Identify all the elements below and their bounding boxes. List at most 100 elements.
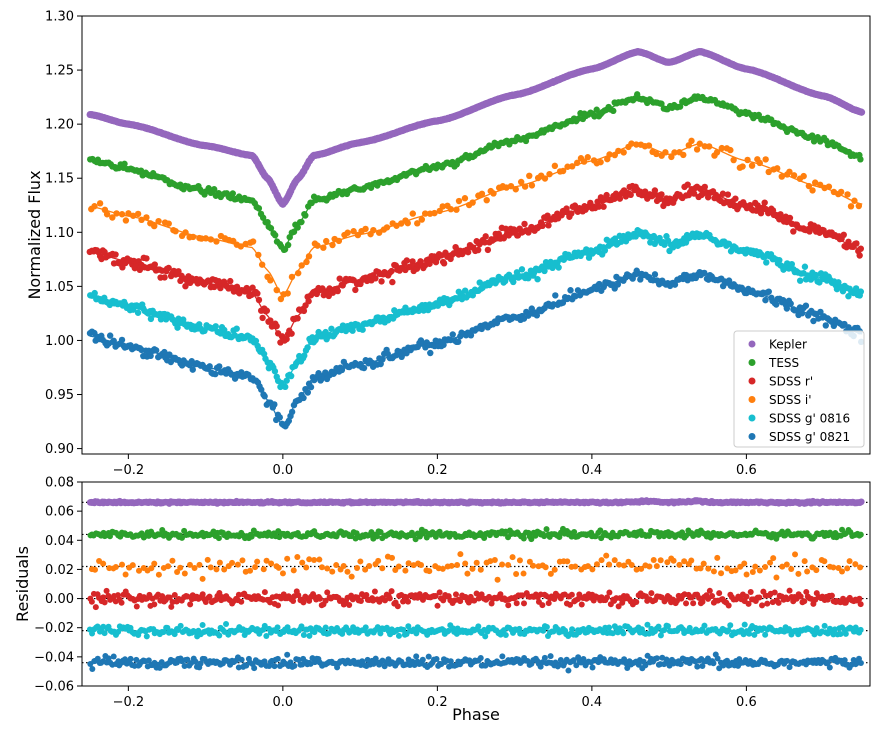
data-point	[777, 211, 784, 218]
data-point	[350, 228, 357, 235]
residual-point	[676, 561, 683, 568]
residual-point	[187, 601, 194, 608]
residual-point	[779, 563, 786, 570]
model-fit-line	[89, 142, 863, 298]
data-point	[748, 162, 756, 169]
residual-point	[300, 632, 307, 639]
data-point	[283, 335, 290, 343]
residual-point	[540, 627, 547, 634]
residual-point	[767, 559, 774, 566]
residual-point	[513, 600, 520, 607]
data-point	[762, 296, 769, 304]
data-point	[528, 182, 536, 189]
residual-point	[471, 597, 478, 604]
residual-point	[828, 592, 835, 599]
flux-y-tick-label: 1.25	[45, 64, 74, 79]
residual-point	[274, 624, 281, 631]
residual-point	[177, 564, 184, 571]
data-point	[455, 338, 462, 345]
data-point	[189, 366, 196, 373]
residual-point	[316, 556, 323, 563]
residual-point	[379, 565, 386, 572]
residual-point	[445, 627, 452, 634]
residual-point	[746, 630, 753, 637]
data-point	[567, 287, 574, 294]
residual-point	[235, 664, 242, 671]
data-point	[816, 279, 823, 286]
data-point	[249, 238, 257, 245]
data-point	[534, 276, 541, 283]
residual-point	[405, 598, 412, 605]
residual-point	[418, 561, 425, 568]
residual-point	[252, 564, 259, 571]
residual-point	[741, 560, 748, 567]
residual-point	[395, 632, 402, 639]
residual-point	[268, 560, 275, 567]
residual-point	[291, 662, 298, 669]
residual-point	[400, 626, 407, 633]
residual-point	[701, 622, 708, 629]
residual-point	[696, 594, 703, 601]
residual-point	[697, 565, 704, 572]
residual-series-sdss-g-0821	[87, 651, 864, 674]
residual-point	[419, 596, 426, 603]
residual-point	[371, 588, 378, 595]
residual-point	[457, 551, 464, 558]
residual-point	[377, 529, 384, 536]
residual-point	[773, 574, 780, 581]
data-point	[300, 307, 308, 315]
residual-point	[436, 589, 443, 596]
data-point	[287, 372, 295, 380]
residual-point	[718, 570, 725, 577]
residual-point	[122, 571, 129, 578]
residual-point	[294, 554, 301, 561]
data-point	[693, 146, 701, 153]
series-sdss-r-	[86, 181, 864, 346]
residual-point	[127, 655, 134, 662]
legend-label: TESS	[768, 356, 799, 370]
residual-point	[516, 557, 523, 564]
residual-point	[133, 656, 140, 663]
residual-point	[394, 603, 401, 610]
residual-point	[206, 593, 213, 600]
residual-point	[295, 656, 302, 663]
residual-point	[213, 566, 220, 573]
legend-label: SDSS g' 0816	[769, 411, 850, 425]
residual-point	[679, 529, 686, 536]
residual-point	[101, 630, 108, 637]
data-point	[362, 225, 369, 233]
residual-point	[171, 631, 178, 638]
residual-point	[263, 633, 270, 640]
data-point	[476, 279, 483, 286]
data-point	[389, 278, 396, 286]
residual-point	[509, 554, 516, 561]
data-point	[786, 168, 793, 175]
residual-point	[357, 597, 364, 604]
residual-point	[759, 602, 766, 609]
residual-point	[135, 567, 142, 574]
residual-point	[633, 599, 640, 606]
data-point	[800, 172, 807, 180]
residual-point	[362, 566, 369, 573]
data-point	[467, 332, 475, 339]
data-point	[688, 137, 695, 145]
data-point	[788, 261, 795, 268]
series-kepler	[86, 47, 866, 208]
model-fit-line	[89, 96, 863, 251]
data-point	[552, 292, 559, 299]
residual-point	[756, 567, 763, 574]
residual-point	[306, 632, 313, 639]
residual-point	[400, 598, 407, 605]
data-point	[307, 383, 315, 391]
data-point	[161, 274, 168, 281]
residual-point	[247, 567, 254, 574]
data-point	[484, 246, 492, 254]
model-fit-line	[89, 233, 863, 388]
data-point	[533, 312, 541, 319]
data-point	[233, 283, 241, 291]
flux-panel: 0.900.951.001.051.101.151.201.251.30 −0.…	[25, 10, 871, 478]
residual-point	[857, 531, 864, 538]
residual-series-tess	[87, 525, 864, 543]
residual-point	[821, 558, 828, 565]
data-point	[847, 203, 855, 210]
